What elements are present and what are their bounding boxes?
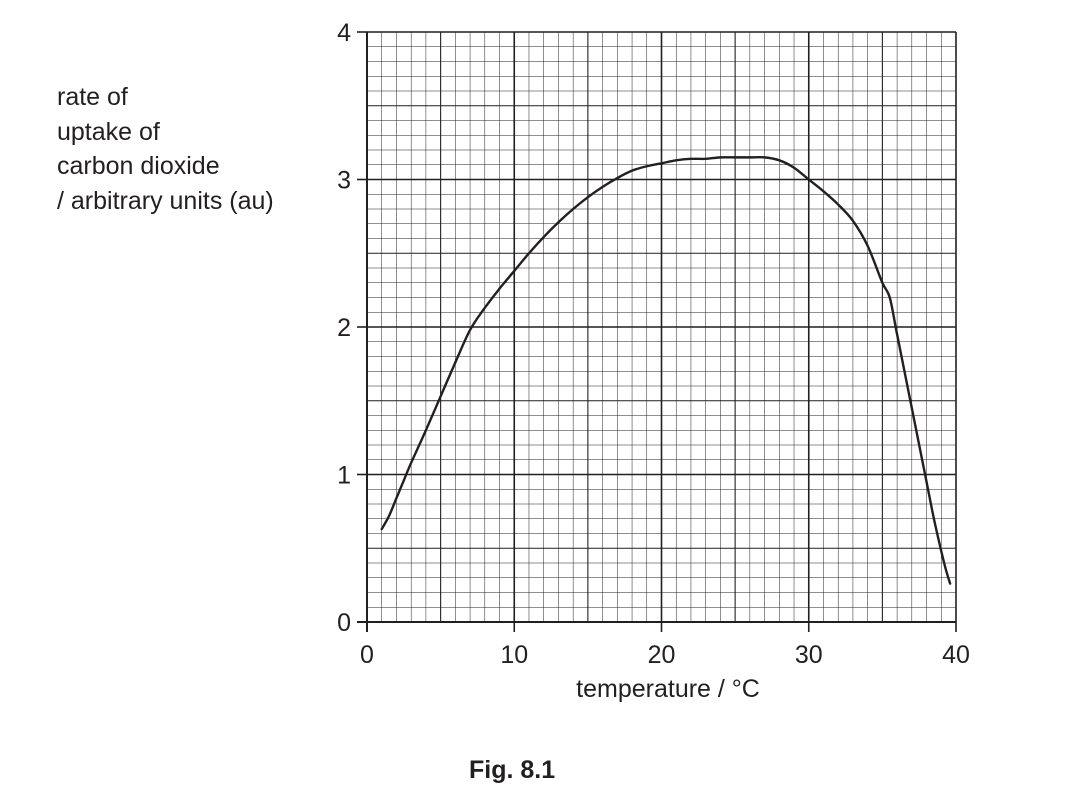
y-tick-label: 2 [337, 314, 351, 342]
x-tick-label: 40 [942, 641, 970, 669]
y-tick-label: 1 [337, 462, 351, 490]
figure-caption: Fig. 8.1 [469, 756, 556, 784]
y-axis-label: rate of uptake of carbon dioxide / arbit… [57, 80, 274, 218]
y-tick-label: 3 [337, 167, 351, 195]
grid [366, 31, 957, 623]
y-axis-label-line: / arbitrary units (au) [57, 186, 274, 215]
x-tick-label: 10 [500, 641, 528, 669]
y-axis-label-line: rate of [57, 83, 128, 111]
series-layer [380, 155, 952, 585]
x-tick-label: 0 [360, 641, 374, 669]
x-axis-label: temperature / °C [576, 675, 760, 703]
x-tick-label: 30 [795, 641, 823, 669]
y-tick-label: 0 [337, 609, 351, 637]
axes: 0 10 20 30 40 0 1 2 3 4 [337, 19, 970, 669]
y-axis-label-line: uptake of [57, 117, 160, 146]
y-axis-label-line: carbon dioxide [57, 152, 220, 180]
y-tick-label: 4 [337, 19, 351, 47]
x-tick-label: 20 [648, 641, 676, 669]
series-line [380, 155, 952, 585]
